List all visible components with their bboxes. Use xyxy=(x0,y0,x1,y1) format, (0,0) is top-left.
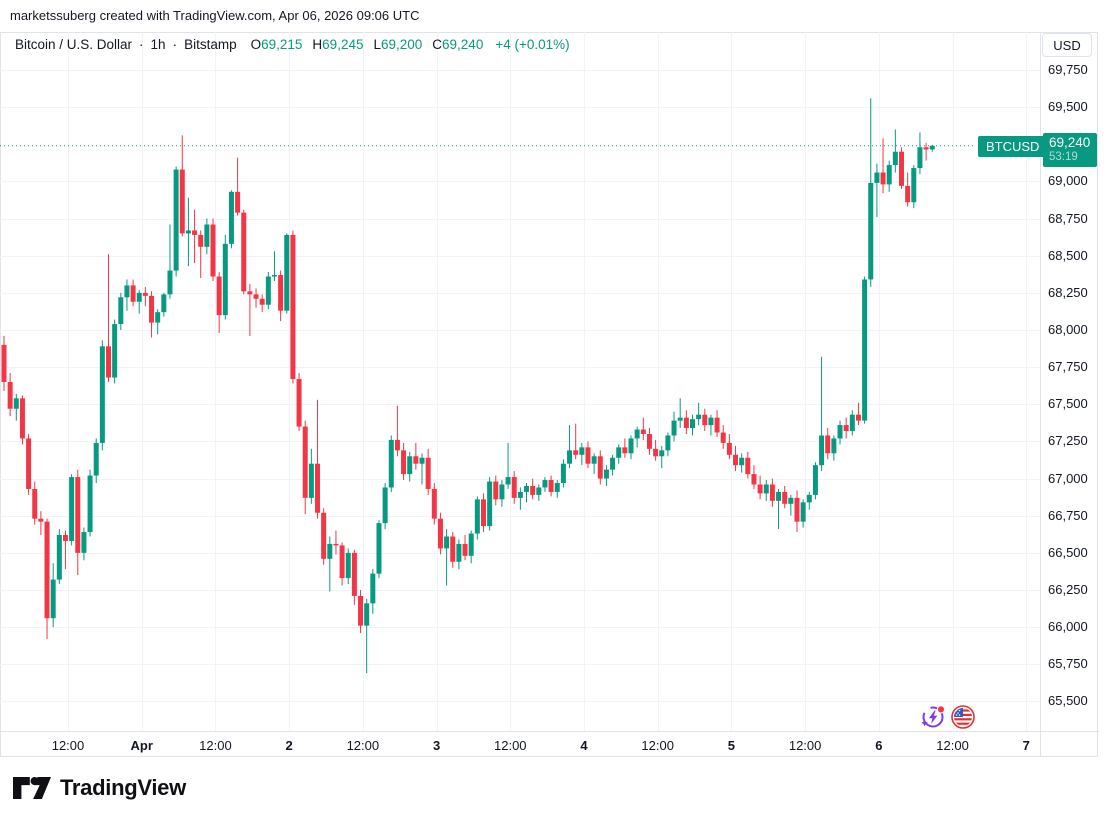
ai-spark-event-icon[interactable] xyxy=(920,704,946,730)
time-tick-label: 12:00 xyxy=(936,738,969,753)
time-tick-label: Apr xyxy=(130,738,153,753)
price-tick-label: 68,000 xyxy=(1048,321,1088,337)
time-tick-label: 12:00 xyxy=(51,738,85,753)
change-value: +4 (+0.01%) xyxy=(495,37,570,52)
ohlc-h-value: H69,245 xyxy=(312,37,364,52)
price-tick-label: 65,500 xyxy=(1048,693,1088,709)
time-tick-label: 4 xyxy=(580,738,588,753)
price-axis-separator xyxy=(1040,32,1041,757)
chart-legend: Bitcoin / U.S. Dollar · 1h · Bitstamp O6… xyxy=(15,37,570,52)
price-tick-label: 67,250 xyxy=(1048,433,1088,449)
us-flag-event-icon[interactable] xyxy=(950,704,976,730)
ohlc-l-value: L69,200 xyxy=(373,37,423,52)
price-tick-label: 67,000 xyxy=(1048,470,1088,486)
last-price-badge: 69,240 53:19 xyxy=(1043,133,1097,167)
tradingview-logo-text: TradingView xyxy=(60,775,186,800)
time-tick-label: 12:00 xyxy=(346,738,380,753)
price-tick-label: 66,250 xyxy=(1048,581,1088,597)
lightning-glyph xyxy=(929,710,938,724)
time-tick-label: 3 xyxy=(432,738,441,753)
legend-separator: · xyxy=(139,37,144,52)
ohlc-values: O69,215 H69,245 L69,200 C69,240 xyxy=(251,37,494,52)
time-tick-label: 2 xyxy=(285,738,293,753)
price-tick-label: 66,750 xyxy=(1048,507,1088,523)
price-tick-label: 68,750 xyxy=(1048,210,1088,226)
time-tick-label: 5 xyxy=(727,738,736,753)
time-tick-label: 7 xyxy=(1022,738,1030,753)
price-tick-label: 66,500 xyxy=(1048,544,1088,560)
us-flag-glyph xyxy=(954,708,972,726)
price-tick-label: 67,750 xyxy=(1048,359,1088,375)
tradingview-logo: TradingView xyxy=(13,772,186,804)
ohlc-c-value: C69,240 xyxy=(432,37,484,52)
tradingview-logo-mark xyxy=(13,777,51,799)
last-price-value: 69,240 xyxy=(1049,135,1091,150)
price-tick-label: 68,250 xyxy=(1048,284,1088,300)
time-tick-label: 12:00 xyxy=(494,738,527,753)
symbol-title[interactable]: Bitcoin / U.S. Dollar xyxy=(15,37,133,52)
notification-dot xyxy=(936,705,946,714)
candlestick-chart-canvas[interactable] xyxy=(0,32,1040,731)
exchange-label[interactable]: Bitstamp xyxy=(184,37,237,52)
interval-label[interactable]: 1h xyxy=(150,37,166,52)
legend-separator: · xyxy=(172,37,178,52)
time-tick-label: 12:00 xyxy=(641,738,674,753)
price-tick-label: 65,750 xyxy=(1048,656,1088,672)
time-axis-separator xyxy=(0,731,1099,732)
price-tick-label: 68,500 xyxy=(1048,247,1088,263)
time-tick-label: 12:00 xyxy=(199,738,232,753)
candle-countdown: 53:19 xyxy=(1049,150,1078,163)
price-tick-label: 67,500 xyxy=(1048,396,1088,412)
sparkle-glyph xyxy=(921,719,928,727)
candles xyxy=(1,98,935,674)
symbol-price-label: BTCUSD xyxy=(978,136,1048,157)
currency-toggle-button[interactable]: USD xyxy=(1042,33,1092,57)
attribution-text: marketssuberg created with TradingView.c… xyxy=(10,8,420,23)
price-tick-label: 69,750 xyxy=(1048,62,1088,77)
ohlc-o-value: O69,215 xyxy=(250,37,303,52)
time-tick-label: 12:00 xyxy=(788,738,822,753)
price-tick-label: 66,000 xyxy=(1048,619,1088,635)
price-tick-label: 69,500 xyxy=(1048,99,1088,115)
time-tick-label: 6 xyxy=(875,738,883,753)
price-tick-label: 69,000 xyxy=(1048,173,1088,189)
